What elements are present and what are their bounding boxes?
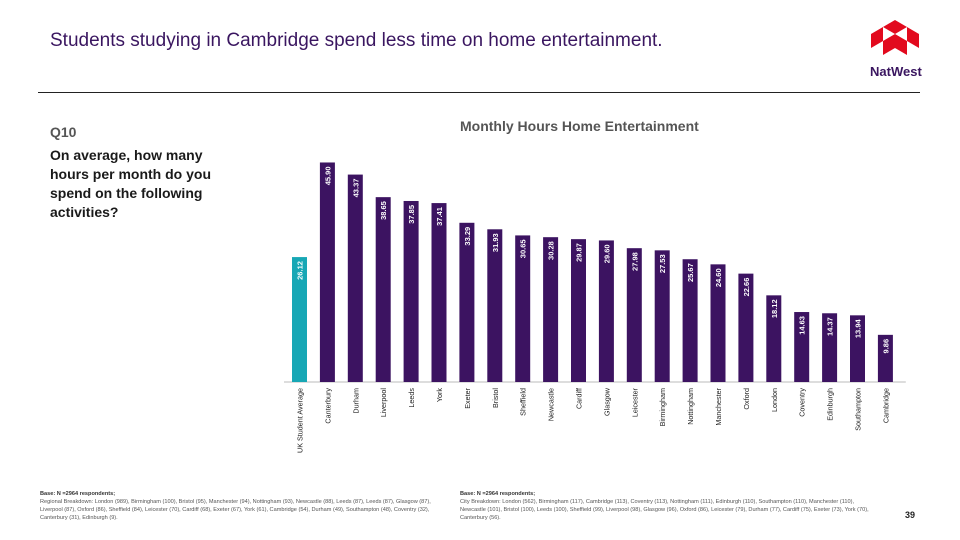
value-label: 14.63: [798, 316, 807, 335]
value-label: 25.67: [686, 263, 695, 282]
category-label: Liverpool: [379, 388, 388, 418]
question-number: Q10: [50, 124, 77, 140]
bar-leeds: [403, 200, 419, 382]
value-label: 14.37: [826, 317, 835, 336]
bar-nottingham: [682, 259, 698, 382]
bar-canterbury: [319, 162, 335, 382]
category-label: Birmingham: [658, 388, 667, 426]
bar-cardiff: [571, 239, 586, 382]
bar-birmingham: [654, 250, 670, 382]
value-label: 33.29: [463, 227, 472, 246]
category-label: London: [770, 388, 779, 412]
bar-edinburgh: [822, 313, 838, 382]
bar-manchester: [710, 264, 726, 382]
value-label: 18.12: [770, 299, 779, 318]
footnote-right: Base: N =2964 respondents; City Breakdow…: [460, 490, 875, 522]
bar-southampton: [850, 315, 865, 382]
category-label: Glasgow: [602, 387, 611, 416]
footnote-right-text: City Breakdown: London (562), Birmingham…: [460, 499, 869, 521]
value-label: 26.12: [296, 261, 305, 280]
value-label: 43.37: [351, 179, 360, 198]
category-label: UK Student Average: [296, 388, 305, 453]
bar-coventry: [794, 312, 810, 382]
bar-durham: [347, 174, 363, 382]
category-label: Durham: [351, 388, 360, 414]
value-label: 24.60: [714, 268, 723, 287]
bar-london: [766, 295, 782, 382]
page-number: 39: [905, 510, 916, 520]
bar-newcastle: [543, 237, 559, 382]
value-label: 30.28: [547, 241, 556, 260]
category-label: Coventry: [798, 388, 807, 417]
value-label: 27.53: [658, 254, 667, 273]
footnote-left-title: Base: N =2964 respondents;: [40, 491, 116, 497]
bar-glasgow: [598, 240, 614, 382]
value-label: 31.93: [491, 233, 500, 252]
value-label: 38.65: [379, 201, 388, 220]
category-label: Oxford: [742, 388, 751, 410]
category-label: Newcastle: [547, 388, 556, 421]
category-label: Sheffield: [519, 388, 528, 416]
footnote-right-title: Base: N =2964 respondents;: [460, 491, 536, 497]
footnote-left: Base: N =2964 respondents; Regional Brea…: [40, 490, 445, 522]
value-label: 9.86: [881, 339, 890, 354]
category-label: Bristol: [491, 388, 500, 408]
page-title: Students studying in Cambridge spend les…: [50, 30, 663, 51]
bar-cambridge: [877, 334, 893, 382]
bar-exeter: [459, 222, 475, 382]
brand-name: NatWest: [870, 64, 922, 79]
category-label: Cardiff: [575, 388, 584, 409]
value-label: 29.87: [575, 243, 584, 262]
category-label: Leicester: [630, 387, 639, 417]
category-label: Exeter: [463, 387, 472, 408]
value-label: 30.65: [519, 239, 528, 258]
category-label: Leeds: [407, 388, 416, 408]
value-label: 13.94: [854, 319, 863, 339]
category-label: Nottingham: [686, 388, 695, 425]
category-label: Cambridge: [881, 388, 890, 423]
question-text: On average, how many hours per month do …: [50, 147, 211, 220]
value-label: 37.85: [407, 205, 416, 224]
bar-bristol: [487, 229, 503, 382]
chart-title: Monthly Hours Home Entertainment: [460, 118, 699, 134]
footnote-left-text: Regional Breakdown: London (989), Birmin…: [40, 499, 431, 521]
bar-liverpool: [375, 197, 391, 382]
bar-leicester: [626, 248, 642, 382]
bar-sheffield: [515, 235, 531, 382]
category-label: Canterbury: [323, 388, 332, 424]
natwest-logo-icon: [871, 20, 919, 55]
value-label: 22.66: [742, 278, 751, 297]
bar-york: [431, 203, 447, 382]
header-divider: [38, 92, 920, 93]
category-label: Manchester: [714, 387, 723, 425]
category-label: Southampton: [854, 388, 863, 431]
bar-oxford: [738, 273, 754, 382]
bar-uk-student-average: [292, 257, 307, 382]
value-label: 45.90: [323, 166, 332, 185]
bar-chart: 26.12 UK Student Average 45.90 Canterbury 43…: [284, 162, 906, 453]
value-label: 37.41: [435, 207, 444, 226]
value-label: 29.60: [602, 244, 611, 263]
value-label: 27.98: [630, 252, 639, 271]
category-label: York: [435, 388, 444, 403]
category-label: Edinburgh: [826, 388, 835, 421]
